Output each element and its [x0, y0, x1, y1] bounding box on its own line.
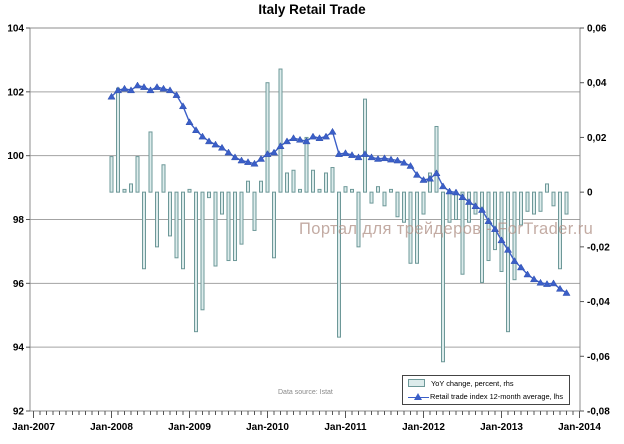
- svg-text:-0,02: -0,02: [587, 242, 610, 253]
- svg-text:-0,04: -0,04: [587, 297, 610, 308]
- svg-text:Jan-2007: Jan-2007: [12, 422, 55, 433]
- legend-label-bars: YoY change, percent, rhs: [431, 378, 514, 388]
- svg-text:Jan-2013: Jan-2013: [480, 422, 523, 433]
- chart-title: Italy Retail Trade: [258, 2, 366, 17]
- svg-text:Jan-2014: Jan-2014: [558, 422, 601, 433]
- legend-item-bars: YoY change, percent, rhs: [408, 377, 569, 389]
- svg-text:102: 102: [7, 87, 24, 98]
- svg-text:98: 98: [13, 215, 25, 226]
- svg-text:0,02: 0,02: [587, 133, 607, 144]
- svg-text:0,06: 0,06: [587, 24, 607, 35]
- bar-series-swatch-icon: [408, 379, 425, 388]
- legend-label-line: Retail trade index 12-month average, lhs: [430, 392, 564, 402]
- svg-text:Jan-2010: Jan-2010: [246, 422, 289, 433]
- svg-text:100: 100: [7, 151, 24, 162]
- svg-text:104: 104: [7, 24, 24, 35]
- svg-text:0: 0: [587, 188, 593, 199]
- svg-text:Jan-2009: Jan-2009: [168, 422, 211, 433]
- data-source-note: Data source: Istat: [278, 389, 333, 396]
- legend: YoY change, percent, rhs Retail trade in…: [402, 375, 570, 405]
- svg-text:Jan-2011: Jan-2011: [324, 422, 367, 433]
- svg-text:94: 94: [13, 343, 25, 354]
- svg-text:-0,06: -0,06: [587, 352, 610, 363]
- svg-text:-0,08: -0,08: [587, 407, 610, 418]
- svg-text:92: 92: [13, 407, 25, 418]
- svg-text:96: 96: [13, 279, 25, 290]
- line-series-swatch-icon: [408, 392, 429, 401]
- svg-text:Jan-2012: Jan-2012: [402, 422, 445, 433]
- legend-item-line: Retail trade index 12-month average, lhs: [408, 391, 569, 403]
- svg-text:Jan-2008: Jan-2008: [90, 422, 133, 433]
- svg-text:0,04: 0,04: [587, 78, 607, 89]
